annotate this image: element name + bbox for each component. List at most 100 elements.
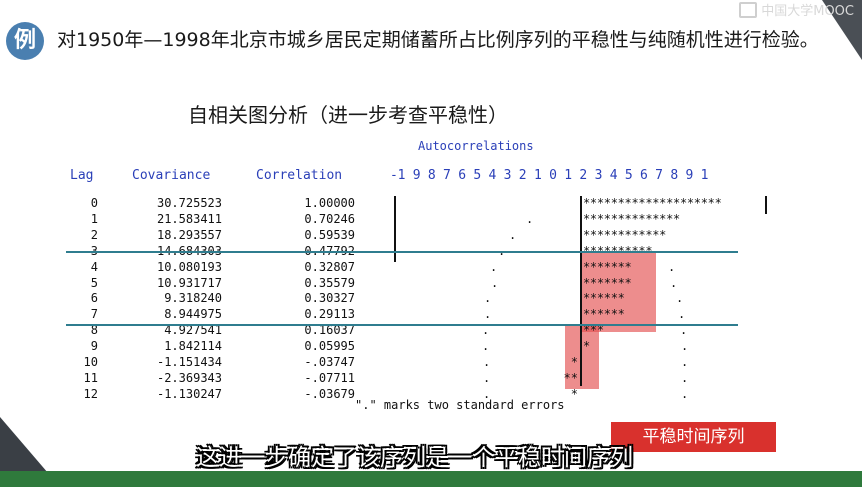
- row-covariance: 10.931717: [156, 275, 222, 290]
- table-row: 11 -2.369343 -.07711 **..: [0, 371, 862, 387]
- table-row: 10 -1.151434 -.03747 *..: [0, 355, 862, 371]
- row-positive-bar: ******: [583, 307, 625, 322]
- row-std-error-mark-right: .: [670, 275, 678, 290]
- row-correlation: 0.30327: [304, 291, 355, 306]
- row-covariance: 9.318240: [164, 291, 222, 306]
- row-std-error-mark-left: .: [484, 307, 492, 322]
- row-lag: 3: [70, 244, 98, 258]
- row-correlation: 1.00000: [304, 196, 355, 210]
- table-row: 5 10.931717 0.35579 *******..: [0, 276, 862, 292]
- row-positive-bar: ************: [583, 227, 667, 242]
- row-std-error-mark-right: .: [676, 291, 684, 306]
- row-positive-bar: ***: [583, 323, 604, 338]
- row-lag: 9: [90, 339, 98, 354]
- row-lag: 4: [90, 259, 98, 274]
- row-covariance: 14.684303: [110, 244, 222, 258]
- row-covariance: 10.080193: [156, 259, 222, 274]
- row-std-error-mark-right: .: [681, 339, 689, 354]
- corner-decoration-right: [822, 0, 862, 60]
- row-lag: 5: [90, 275, 98, 290]
- table-row: 8 4.927541 0.16037 ***..: [0, 323, 862, 339]
- row-lag: 0: [90, 196, 98, 210]
- row-std-error-mark-left: .: [490, 259, 498, 274]
- row-positive-bar: ******: [583, 291, 625, 306]
- row-positive-bar: *******: [583, 275, 632, 290]
- row-covariance: 30.725523: [156, 196, 222, 210]
- divider-line-upper: [66, 251, 738, 253]
- row-lag: 2: [90, 227, 98, 242]
- row-covariance: 4.927541: [164, 323, 222, 338]
- row-correlation: 0.47792: [245, 244, 355, 258]
- row-lag: 1: [90, 211, 98, 226]
- row-lag: 6: [90, 291, 98, 306]
- row-std-error-mark-left: .: [526, 211, 534, 226]
- row-positive-bar: ********************: [583, 196, 722, 210]
- row-negative-bar: *: [570, 355, 578, 369]
- video-caption: 这进一步确定了该序列是一个平稳时间序列: [196, 445, 633, 471]
- row-correlation: 0.29113: [304, 307, 355, 322]
- row-lag: 11: [83, 370, 98, 385]
- row-lag: 12: [83, 386, 98, 401]
- row-std-error-mark-right: .: [681, 370, 689, 385]
- row-lag: 7: [90, 307, 98, 322]
- row-correlation: 0.35579: [304, 275, 355, 290]
- header-covariance: Covariance: [132, 168, 211, 183]
- row-std-error-mark-left: .: [483, 370, 491, 385]
- bottom-bar: [0, 471, 862, 487]
- slide-subtitle: 自相关图分析（进一步考查平稳性）: [188, 103, 508, 127]
- right-border-line: [765, 196, 767, 214]
- row-correlation: 0.05995: [304, 339, 355, 354]
- table-row: 2 18.293557 0.59539 ************.: [0, 228, 862, 244]
- row-covariance: 21.583411: [156, 211, 222, 226]
- table-row: 6 9.318240 0.30327 ******..: [0, 291, 862, 307]
- row-correlation: 0.59539: [304, 227, 355, 242]
- row-positive-bar: **********: [583, 244, 653, 258]
- header-correlation: Correlation: [256, 168, 343, 183]
- row-covariance: -1.130247: [156, 386, 222, 401]
- row-covariance: 8.944975: [164, 307, 222, 322]
- row-correlation: 0.32807: [304, 259, 355, 274]
- row-std-error-mark-right: .: [678, 307, 686, 322]
- row-covariance: -1.151434: [156, 355, 222, 369]
- header-scale: -1 9 8 7 6 5 4 3 2 1 0 1 2 3 4 5 6 7 8 9…: [390, 168, 709, 183]
- row-positive-bar: *: [583, 339, 590, 354]
- highlight-box-lower: [565, 326, 599, 389]
- row-correlation: -.03679: [304, 386, 355, 401]
- row-covariance: -2.369343: [156, 370, 222, 385]
- row-std-error-mark-right: .: [680, 323, 688, 338]
- row-correlation: 0.70246: [304, 211, 355, 226]
- row-lag: 10: [83, 355, 98, 369]
- row-correlation: 0.16037: [304, 323, 355, 338]
- row-std-error-mark-left: .: [482, 323, 490, 338]
- row-covariance: 1.842114: [164, 339, 222, 354]
- mooc-logo: 中国大学MOOC: [739, 0, 854, 19]
- row-std-error-mark-left: .: [483, 386, 491, 401]
- row-std-error-mark-left: .: [484, 291, 492, 306]
- row-std-error-mark-left: .: [491, 275, 499, 290]
- row-std-error-mark-right: .: [681, 386, 689, 401]
- row-std-error-mark-left: .: [509, 227, 517, 242]
- row-std-error-mark-left: .: [482, 339, 490, 354]
- row-std-error-mark-right: .: [681, 355, 689, 369]
- center-axis-line: [580, 196, 582, 386]
- table-row: 1 21.583411 0.70246 **************.: [0, 212, 862, 228]
- standard-error-note: "." marks two standard errors: [355, 398, 565, 412]
- table-row: 3 14.684303 0.47792 **********.: [0, 244, 862, 260]
- table-row: 0 30.725523 1.00000 ********************: [0, 196, 862, 212]
- row-negative-bar: **: [563, 370, 578, 385]
- logo-text: 中国大学MOOC: [761, 4, 854, 19]
- row-lag: 8: [90, 323, 98, 338]
- row-std-error-mark-right: .: [668, 259, 676, 274]
- question-text: 对1950年—1998年北京市城乡居民定期储蓄所占比例序列的平稳性与纯随机性进行…: [57, 29, 819, 51]
- left-border-line: [394, 196, 396, 262]
- row-positive-bar: *******: [583, 259, 632, 274]
- divider-line-lower: [66, 324, 738, 326]
- row-std-error-mark-left: .: [498, 244, 505, 258]
- row-correlation: -.07711: [304, 370, 355, 385]
- stationary-series-tag: 平稳时间序列: [611, 422, 776, 452]
- table-row: 4 10.080193 0.32807 *******..: [0, 260, 862, 276]
- table-row: 9 1.842114 0.05995 *..: [0, 339, 862, 355]
- table-row: 12 -1.130247 -.03679 *..: [0, 387, 862, 403]
- row-std-error-mark-left: .: [483, 355, 491, 369]
- highlight-box-upper: [580, 252, 656, 332]
